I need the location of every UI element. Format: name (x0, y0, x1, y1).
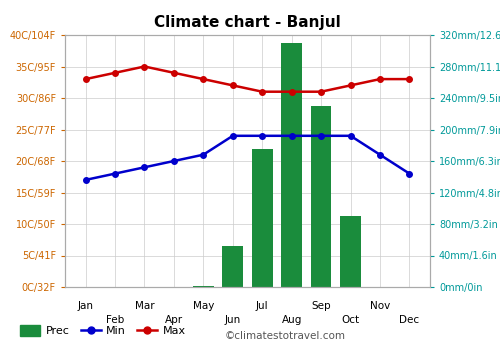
Text: Jul: Jul (256, 301, 268, 311)
Bar (340, 216, 361, 287)
Title: Climate chart - Banjul: Climate chart - Banjul (154, 15, 341, 30)
Text: Sep: Sep (312, 301, 331, 311)
Text: Oct: Oct (342, 315, 359, 325)
Text: Jun: Jun (224, 315, 241, 325)
Bar (311, 106, 332, 287)
Text: May: May (192, 301, 214, 311)
Text: Aug: Aug (282, 315, 302, 325)
Bar (222, 246, 243, 287)
Text: Nov: Nov (370, 301, 390, 311)
Text: Jan: Jan (78, 301, 94, 311)
Text: Mar: Mar (134, 301, 154, 311)
Legend: Prec, Min, Max: Prec, Min, Max (16, 321, 190, 341)
Text: Feb: Feb (106, 315, 124, 325)
Bar (252, 149, 272, 287)
Text: ©climatestotravel.com: ©climatestotravel.com (225, 331, 346, 341)
Bar (282, 43, 302, 287)
Text: Dec: Dec (400, 315, 419, 325)
Text: Apr: Apr (165, 315, 183, 325)
Bar (193, 286, 214, 287)
